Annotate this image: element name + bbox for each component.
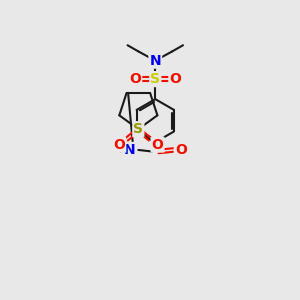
Text: N: N	[124, 143, 136, 157]
Text: H: H	[118, 143, 127, 156]
Text: O: O	[169, 72, 181, 86]
Text: O: O	[152, 138, 164, 152]
Text: S: S	[134, 122, 143, 136]
Text: S: S	[150, 72, 160, 86]
Text: O: O	[113, 138, 125, 152]
Text: O: O	[175, 143, 187, 157]
Text: N: N	[149, 54, 161, 68]
Text: O: O	[129, 72, 141, 86]
